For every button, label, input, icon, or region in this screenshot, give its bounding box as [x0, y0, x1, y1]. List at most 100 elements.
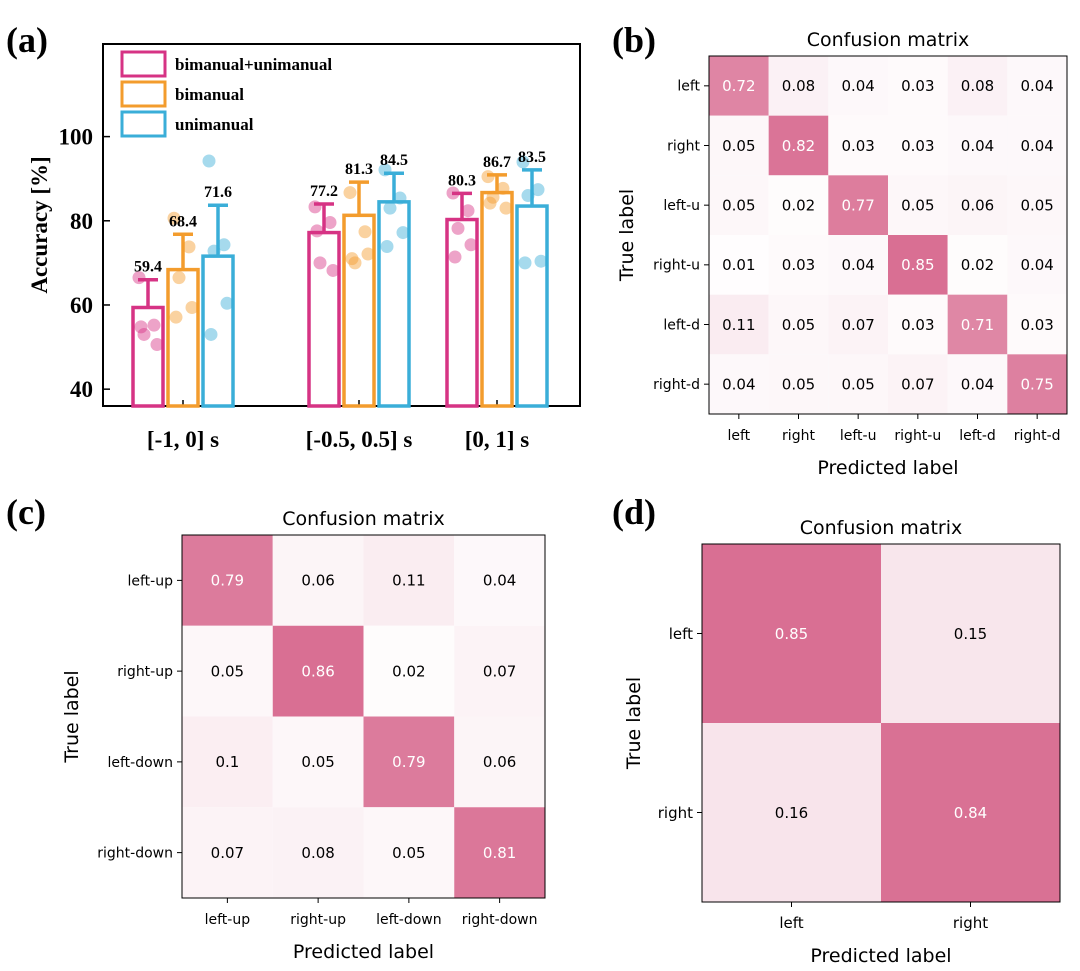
y-tick-label: 60: [70, 293, 93, 318]
cell-value: 0.07: [901, 375, 934, 393]
cell-value: 0.71: [961, 316, 994, 334]
cell-value: 0.03: [901, 137, 934, 155]
cell-value: 0.77: [841, 196, 874, 214]
bar: [515, 204, 549, 408]
bar: [342, 213, 376, 408]
value-label: 86.7: [483, 154, 511, 171]
cell-value: 0.05: [782, 375, 815, 393]
matrix-cell: [947, 235, 1008, 295]
legend-swatch: [120, 110, 167, 138]
panel-label-c: (c): [6, 492, 46, 532]
matrix-cell: [709, 115, 769, 176]
data-point: [343, 186, 357, 200]
data-point: [167, 211, 181, 225]
matrix-cell: [768, 115, 829, 176]
matrix-cell: [182, 535, 273, 626]
value-label: 71.6: [204, 184, 232, 201]
matrix-cell: [454, 625, 545, 717]
cell-value: 0.03: [1020, 316, 1053, 334]
data-point: [182, 240, 196, 254]
cell-value: 0.11: [392, 572, 425, 590]
value-label: 80.3: [448, 172, 476, 189]
cell-value: 0.79: [392, 753, 425, 771]
x-tick-label: left: [779, 914, 803, 932]
data-point: [202, 154, 216, 168]
matrix-frame: [181, 534, 546, 899]
y-tick-label: right-up: [117, 664, 173, 680]
x-axis-label: Predicted label: [293, 941, 434, 963]
y-tick-label: left-down: [107, 755, 173, 771]
cell-value: 0.86: [301, 662, 334, 680]
matrix-cell: [881, 723, 1060, 902]
legend-swatch: [120, 50, 167, 78]
legend-entry: bimanual: [175, 85, 244, 104]
x-tick-label: left-up: [205, 912, 251, 928]
matrix-cell: [363, 716, 455, 808]
cell-value: 0.08: [301, 844, 334, 862]
cell-value: 0.02: [782, 196, 815, 214]
data-point: [137, 327, 151, 341]
value-label: 81.3: [345, 161, 373, 178]
matrix-title: Confusion matrix: [800, 517, 962, 539]
data-point: [380, 239, 394, 253]
matrix-cell: [702, 723, 881, 902]
plot-frame: [102, 43, 581, 407]
cell-value: 0.02: [392, 662, 425, 680]
matrix-frame: [701, 543, 1061, 903]
x-tick-label: left-u: [840, 428, 877, 444]
x-tick-label: right-u: [894, 428, 941, 444]
matrix-cell: [1007, 294, 1067, 355]
matrix-cell: [272, 807, 364, 898]
value-label: 83.5: [518, 149, 546, 166]
x-tick-label: left-d: [959, 428, 996, 444]
matrix-cell: [454, 716, 545, 808]
cell-value: 0.04: [483, 572, 516, 590]
x-tick-label: [0, 1] s: [465, 427, 530, 452]
cell-value: 0.84: [954, 804, 987, 822]
data-point: [323, 215, 337, 229]
matrix-cell: [947, 354, 1008, 414]
matrix-cell: [1007, 175, 1067, 235]
matrix-cell: [363, 535, 455, 626]
cell-value: 0.15: [954, 625, 987, 643]
matrix-cell: [828, 56, 888, 116]
data-point: [150, 338, 164, 352]
data-point: [220, 296, 234, 310]
panel-b-confusion-matrix: 0.72 0.08 0.04 0.03 0.08 0.04 0.05 0.82 0.03 0.03…: [616, 29, 1068, 479]
y-tick-label: right-d: [653, 377, 700, 393]
data-point: [448, 250, 462, 264]
matrix-cell: [1007, 235, 1067, 295]
value-label: 84.5: [380, 152, 408, 169]
cell-value: 0.75: [1020, 375, 1053, 393]
cell-value: 0.05: [841, 375, 874, 393]
matrix-cell: [888, 175, 948, 235]
y-tick-label: left-d: [663, 317, 700, 333]
cell-value: 0.04: [841, 77, 874, 95]
matrix-cell: [768, 175, 829, 235]
matrix-cell: [947, 56, 1008, 116]
y-tick-label: right: [658, 804, 693, 822]
y-tick-label: left: [669, 625, 693, 643]
y-tick-label: left-up: [128, 573, 174, 589]
cell-value: 0.85: [775, 625, 808, 643]
panel-a-bar-chart: 40 60 80 100 Accuracy [%] [-1, 0] s [-0.5, 0.5…: [27, 43, 581, 452]
x-axis-label: Predicted label: [817, 457, 958, 479]
data-point: [464, 238, 478, 252]
cell-value: 0.06: [961, 196, 994, 214]
matrix-cell: [888, 235, 948, 295]
data-point: [134, 320, 148, 334]
y-tick-label: left-u: [663, 198, 700, 214]
cell-value: 0.05: [301, 753, 334, 771]
cell-value: 0.08: [782, 77, 815, 95]
matrix-cell: [828, 354, 888, 414]
matrix-cell: [182, 716, 273, 808]
cell-value: 0.04: [722, 375, 755, 393]
matrix-cell: [828, 115, 888, 176]
bar: [166, 267, 200, 408]
cell-value: 0.82: [782, 137, 815, 155]
cell-value: 0.07: [841, 316, 874, 334]
y-tick-label: 100: [59, 125, 94, 150]
cell-value: 0.07: [211, 844, 244, 862]
cell-value: 0.04: [961, 375, 994, 393]
cell-value: 0.08: [961, 77, 994, 95]
